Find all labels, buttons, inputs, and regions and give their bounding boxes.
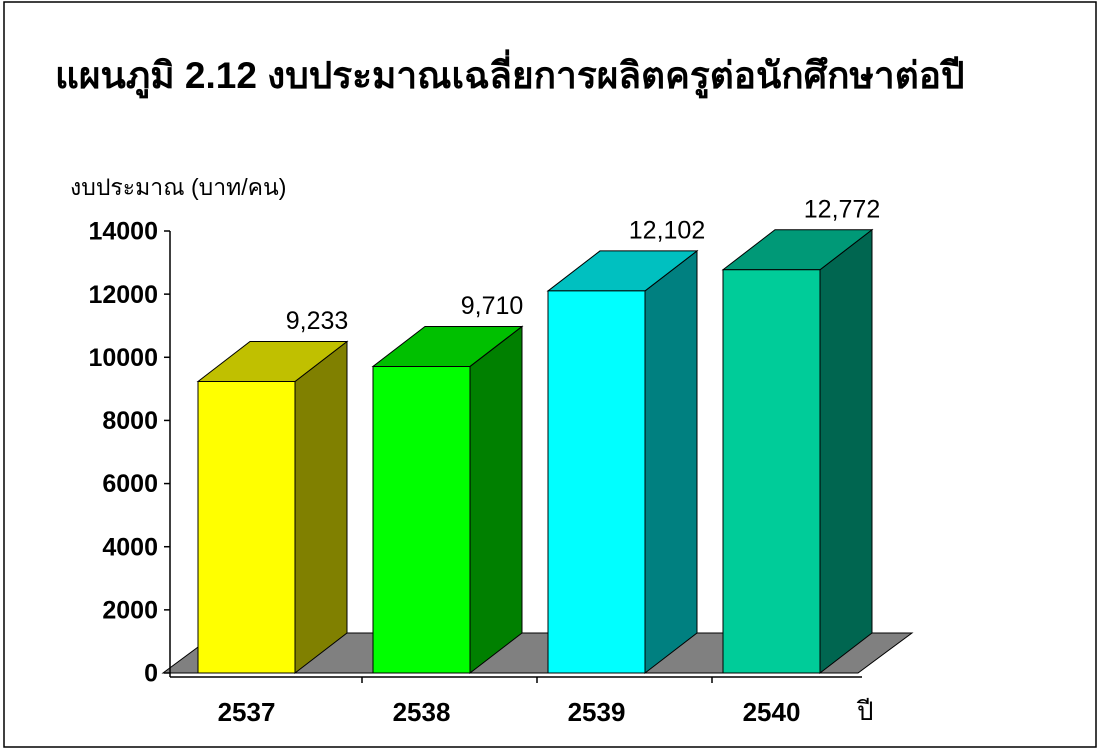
x-tick-label: 2540 [743, 697, 801, 727]
x-tick-label: 2537 [218, 697, 276, 727]
x-tick-label: 2539 [568, 697, 626, 727]
bar-front [372, 365, 471, 674]
bar-side [644, 249, 698, 675]
bar-side [819, 228, 873, 675]
bar [196, 340, 349, 675]
x-tick-label: 2538 [393, 697, 451, 727]
x-axis-label: ปี [856, 696, 874, 726]
chart-title: แผนภูมิ 2.12 งบประมาณเฉลี่ยการผลิตครูต่อ… [55, 49, 964, 99]
value-label: 12,772 [804, 195, 880, 223]
bar-side [469, 325, 523, 675]
bar [721, 228, 874, 675]
y-tick-label: 8000 [102, 407, 158, 435]
y-tick-label: 6000 [102, 470, 158, 498]
y-tick-label: 14000 [88, 218, 158, 246]
value-label: 9,233 [286, 307, 349, 335]
bar-front [197, 381, 296, 674]
bar-front [722, 269, 821, 674]
y-tick-label: 4000 [102, 533, 158, 561]
bar [371, 325, 524, 675]
value-label: 9,710 [461, 292, 524, 320]
bar-front [547, 290, 646, 674]
y-tick-label: 10000 [88, 344, 158, 372]
y-axis-label: งบประมาณ (บาท/คน) [70, 174, 286, 200]
bar [546, 249, 699, 675]
y-tick-label: 0 [144, 660, 158, 688]
value-label: 12,102 [629, 217, 705, 245]
y-tick-label: 12000 [88, 281, 158, 309]
bar-side [294, 340, 348, 675]
y-tick-label: 2000 [102, 596, 158, 624]
